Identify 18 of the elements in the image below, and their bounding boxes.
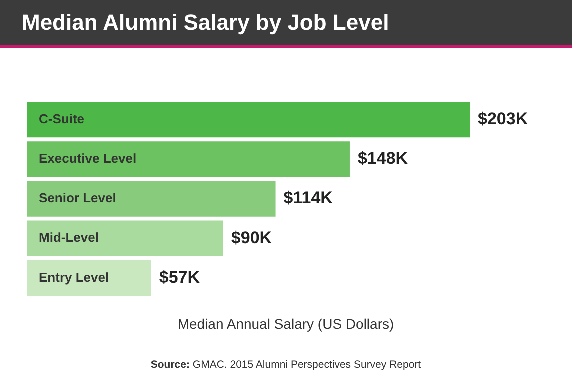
data-label: $148K <box>358 149 409 168</box>
y-tick-label: C-Suite <box>39 111 84 126</box>
x-axis-title: Median Annual Salary (US Dollars) <box>176 316 396 332</box>
data-label: $203K <box>478 109 529 128</box>
data-label: $57K <box>159 268 201 287</box>
data-label: $90K <box>231 228 273 248</box>
y-tick-label: Executive Level <box>39 150 137 166</box>
bar <box>27 220 224 256</box>
chart-title: Median Alumni Salary by Job Level <box>0 0 572 48</box>
bar <box>27 102 470 138</box>
bar <box>27 181 276 217</box>
data-label: $114K <box>284 188 334 208</box>
source-note: Source: GMAC. 2015 Alumni Perspectives Survey Report <box>150 359 422 371</box>
bar <box>27 260 152 296</box>
y-tick-label: Entry Level <box>39 270 110 285</box>
bar <box>27 142 350 178</box>
y-tick-label: Senior Level <box>39 190 116 206</box>
y-tick-label: Mid-Level <box>39 230 99 246</box>
